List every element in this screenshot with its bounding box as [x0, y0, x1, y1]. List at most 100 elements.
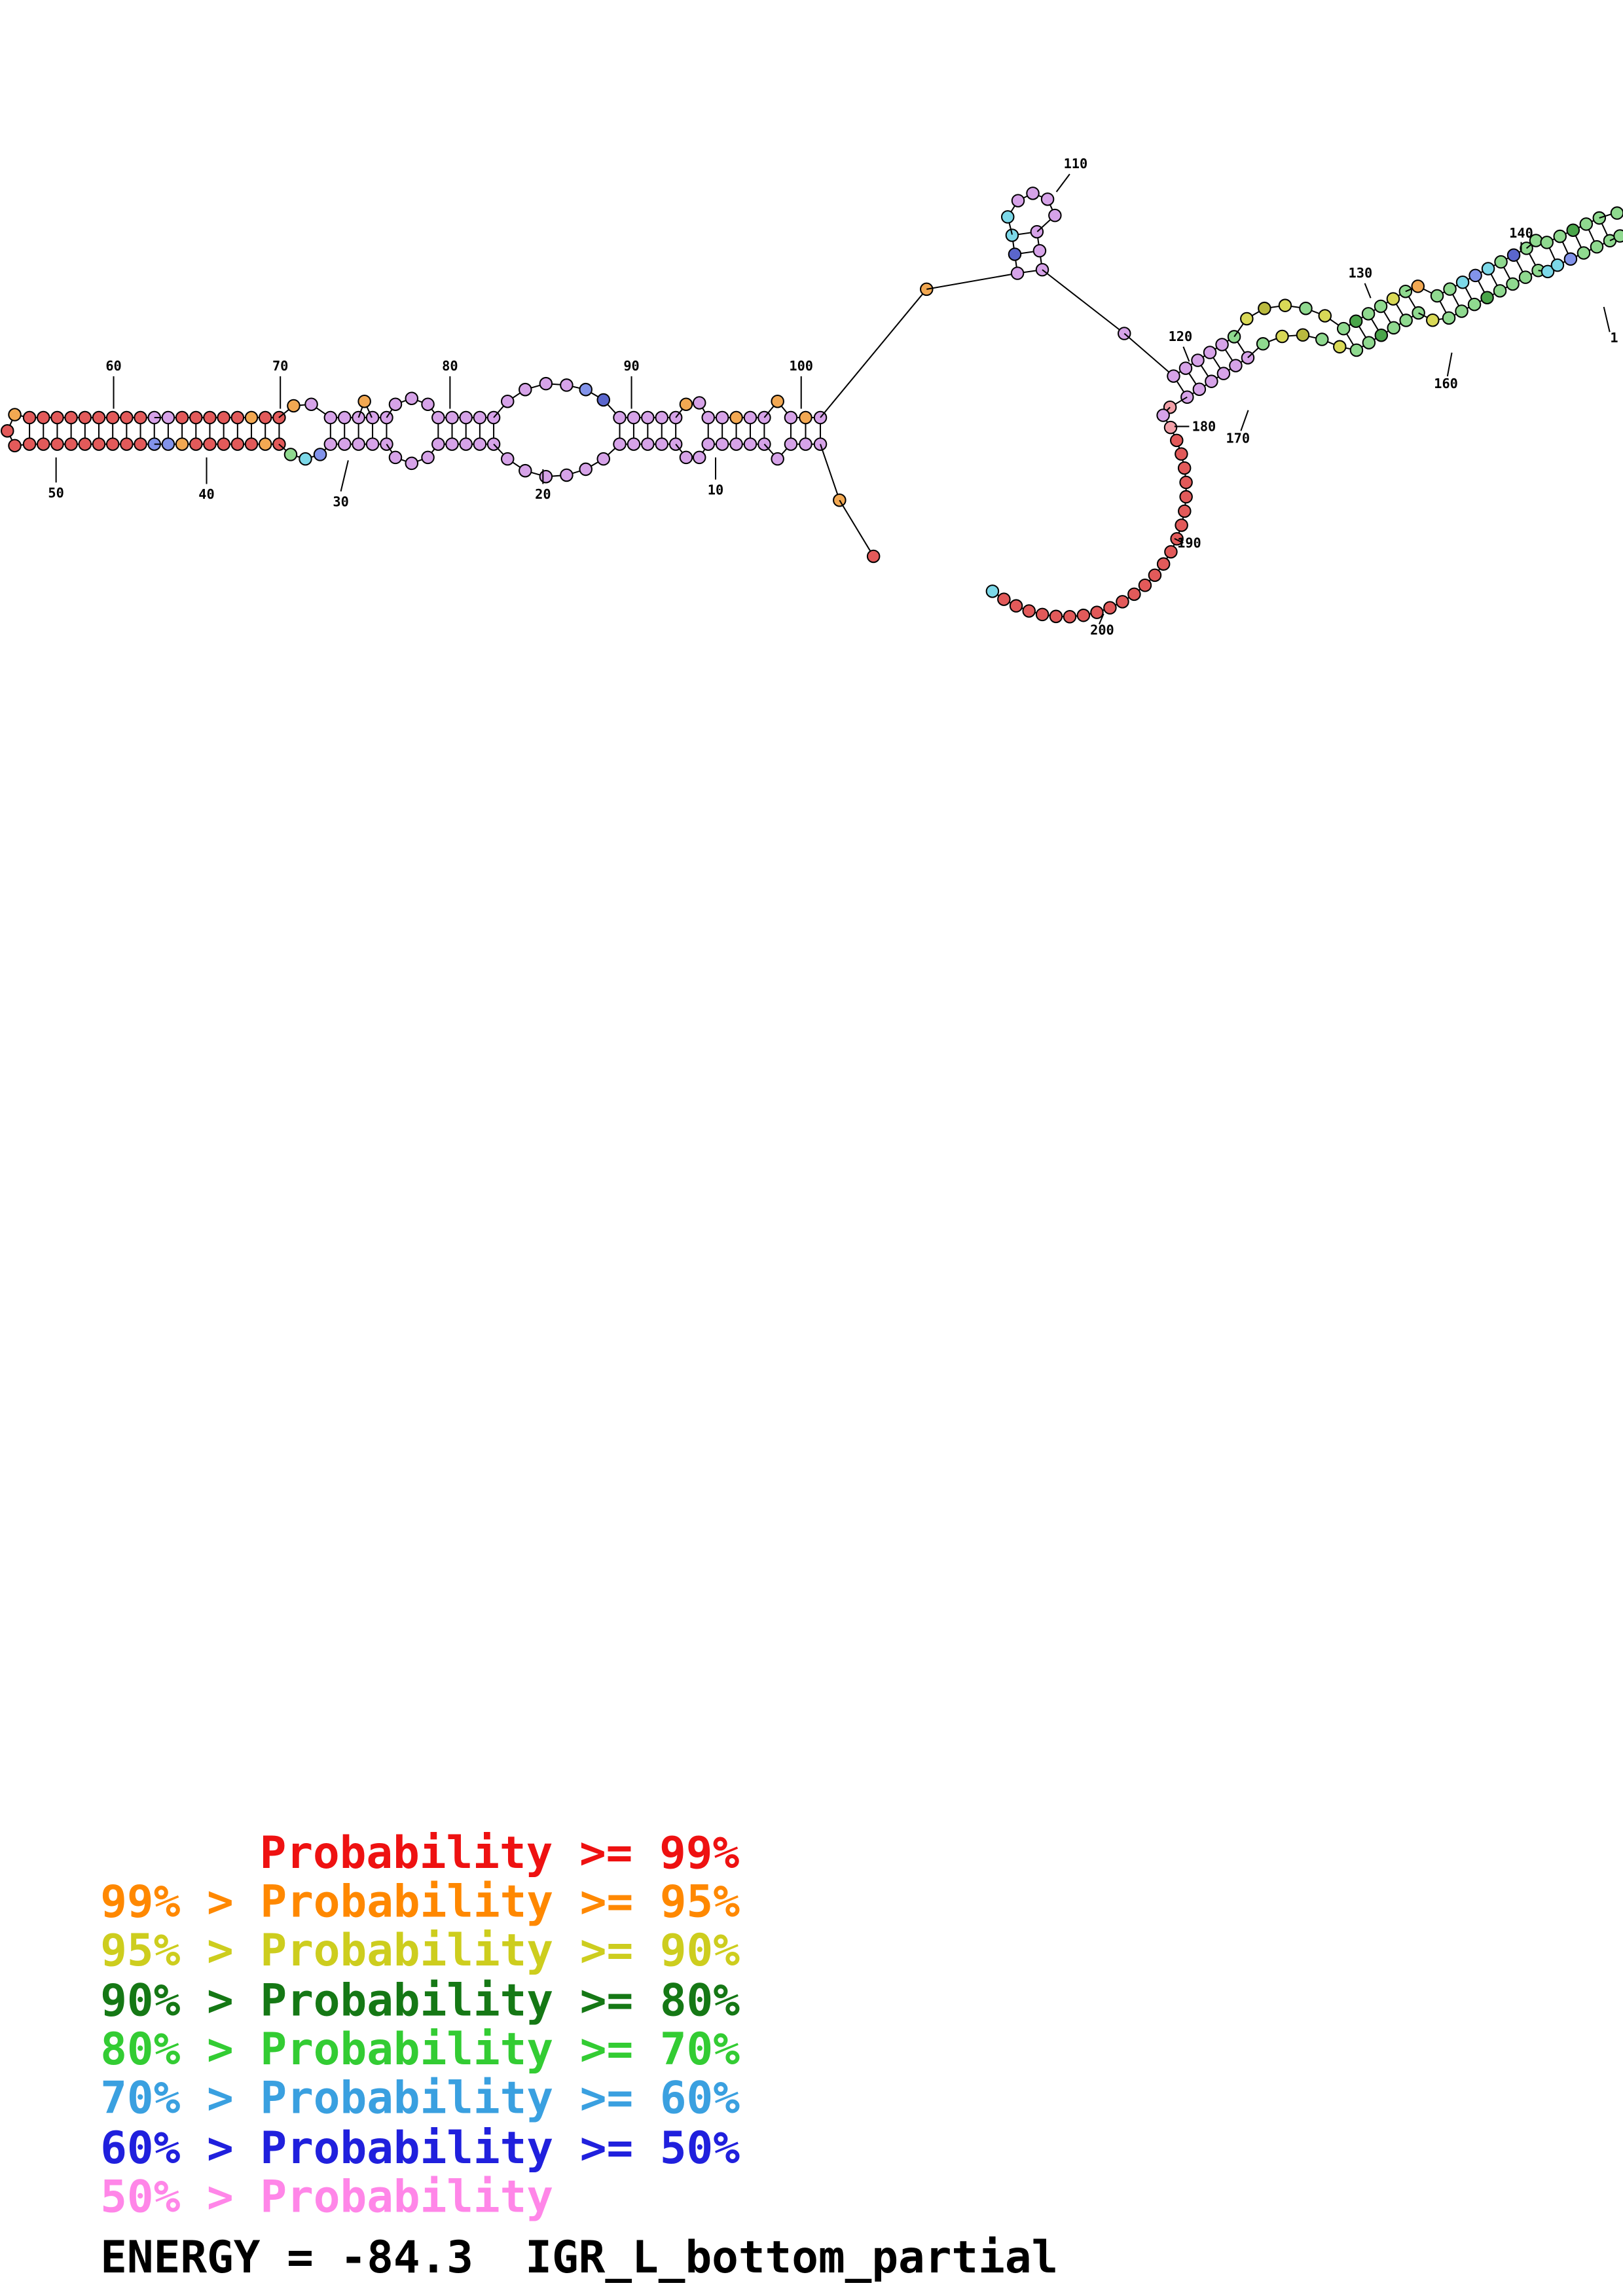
- label-tick: [1099, 613, 1104, 625]
- position-label: 120: [1169, 329, 1193, 344]
- nucleotide-dot: [323, 437, 338, 451]
- nucleotide-dot: [8, 408, 22, 422]
- nucleotide-dot: [431, 437, 445, 451]
- connector-line: [926, 272, 1018, 290]
- nucleotide-dot: [627, 437, 641, 451]
- nucleotide-dot: [613, 437, 627, 451]
- nucleotide-dot: [1008, 247, 1022, 261]
- nucleotide-dot: [203, 410, 217, 425]
- nucleotide-dot: [1362, 336, 1376, 350]
- label-tick: [1446, 352, 1453, 377]
- nucleotide-dot: [365, 410, 380, 425]
- nucleotide-dot: [1191, 353, 1205, 367]
- nucleotide-dot: [1349, 314, 1363, 328]
- nucleotide-dot: [388, 397, 403, 411]
- nucleotide-dot: [539, 469, 553, 484]
- nucleotide-dot: [1315, 332, 1329, 346]
- nucleotide-dot: [1000, 210, 1015, 224]
- label-tick: [340, 460, 349, 492]
- position-label: 70: [272, 358, 288, 374]
- nucleotide-dot: [1386, 292, 1400, 306]
- connector-line: [1123, 332, 1175, 377]
- nucleotide-dot: [1374, 328, 1389, 342]
- probability-legend: Probability >= 99% 99% > Probability >= …: [100, 1827, 740, 2222]
- nucleotide-dot: [1049, 609, 1063, 624]
- nucleotide-dot: [8, 439, 22, 453]
- legend-item-95: 99% > Probability >= 95%: [100, 1876, 740, 1928]
- nucleotide-dot: [500, 394, 515, 408]
- nucleotide-dot: [473, 410, 487, 425]
- label-tick: [1182, 346, 1190, 362]
- position-label: 130: [1349, 265, 1373, 281]
- label-tick: [1364, 283, 1372, 298]
- nucleotide-dot: [1256, 337, 1270, 351]
- nucleotide-dot: [1349, 343, 1364, 357]
- nucleotide-dot: [579, 462, 593, 476]
- nucleotide-dot: [1563, 252, 1578, 266]
- nucleotide-dot: [1032, 243, 1047, 258]
- position-label: 100: [789, 358, 813, 374]
- nucleotide-dot: [1506, 248, 1521, 262]
- nucleotide-dot: [161, 410, 175, 425]
- nucleotide-dot: [217, 410, 230, 425]
- nucleotide-dot: [1164, 545, 1178, 559]
- nucleotide-dot: [519, 382, 532, 397]
- position-label: 1: [1610, 330, 1618, 346]
- nucleotide-dot: [1175, 518, 1188, 532]
- molecule-name: IGR_L_bottom_partial: [525, 2231, 1058, 2283]
- label-tick: [1174, 537, 1184, 544]
- nucleotide-dot: [1299, 301, 1313, 315]
- connector-line: [820, 444, 841, 501]
- nucleotide-dot: [519, 463, 532, 478]
- nucleotide-dot: [1180, 390, 1194, 404]
- nucleotide-dot: [313, 448, 327, 461]
- nucleotide-dot: [679, 450, 693, 465]
- nucleotide-dot: [1167, 369, 1180, 383]
- nucleotide-dot: [743, 437, 757, 451]
- position-label: 140: [1509, 225, 1533, 241]
- nucleotide-dot: [1518, 270, 1533, 284]
- nucleotide-dot: [1275, 329, 1289, 344]
- nucleotide-dot: [1506, 277, 1520, 291]
- nucleotide-dot: [1022, 604, 1036, 618]
- nucleotide-dot: [641, 410, 655, 425]
- nucleotide-dot: [92, 437, 106, 451]
- nucleotide-dot: [641, 437, 655, 451]
- nucleotide-dot: [1333, 340, 1347, 354]
- nucleotide-dot: [1138, 579, 1152, 592]
- nucleotide-dot: [299, 452, 312, 466]
- nucleotide-dot: [1455, 304, 1468, 318]
- nucleotide-dot: [799, 410, 812, 425]
- nucleotide-dot: [1374, 299, 1388, 314]
- nucleotide-dot: [1216, 367, 1231, 380]
- label-tick: [1055, 173, 1070, 192]
- nucleotide-dot: [1579, 217, 1594, 231]
- nucleotide-dot: [1480, 291, 1494, 304]
- position-label: 80: [442, 358, 458, 374]
- nucleotide-dot: [244, 437, 259, 451]
- nucleotide-dot: [258, 437, 272, 451]
- nucleotide-dot: [304, 397, 318, 411]
- position-label: 90: [623, 358, 639, 374]
- legend-item-below50: 50% > Probability: [100, 2170, 553, 2222]
- nucleotide-dot: [1240, 312, 1254, 326]
- nucleotide-dot: [997, 592, 1011, 606]
- nucleotide-dot: [323, 410, 338, 425]
- nucleotide-dot: [64, 410, 78, 425]
- nucleotide-dot: [1156, 557, 1171, 571]
- nucleotide-dot: [1443, 282, 1457, 296]
- nucleotide-dot: [866, 549, 881, 564]
- nucleotide-dot: [784, 410, 798, 425]
- nucleotide-dot: [1590, 240, 1604, 254]
- nucleotide-dot: [1361, 307, 1376, 321]
- nucleotide-dot: [473, 437, 487, 451]
- nucleotide-dot: [1577, 246, 1591, 260]
- structure-diagram: 50 60 40 70 30 80 20 90 10 100 110 120 130 140 1 160 170…: [1, 156, 1623, 637]
- nucleotide-dot: [1541, 264, 1555, 279]
- nucleotide-dot: [1613, 229, 1623, 243]
- nucleotide-dot: [22, 410, 37, 425]
- connector-line: [839, 499, 875, 557]
- nucleotide-dot: [1175, 447, 1188, 461]
- nucleotide-dot: [1040, 192, 1055, 206]
- nucleotide-dot: [120, 437, 134, 451]
